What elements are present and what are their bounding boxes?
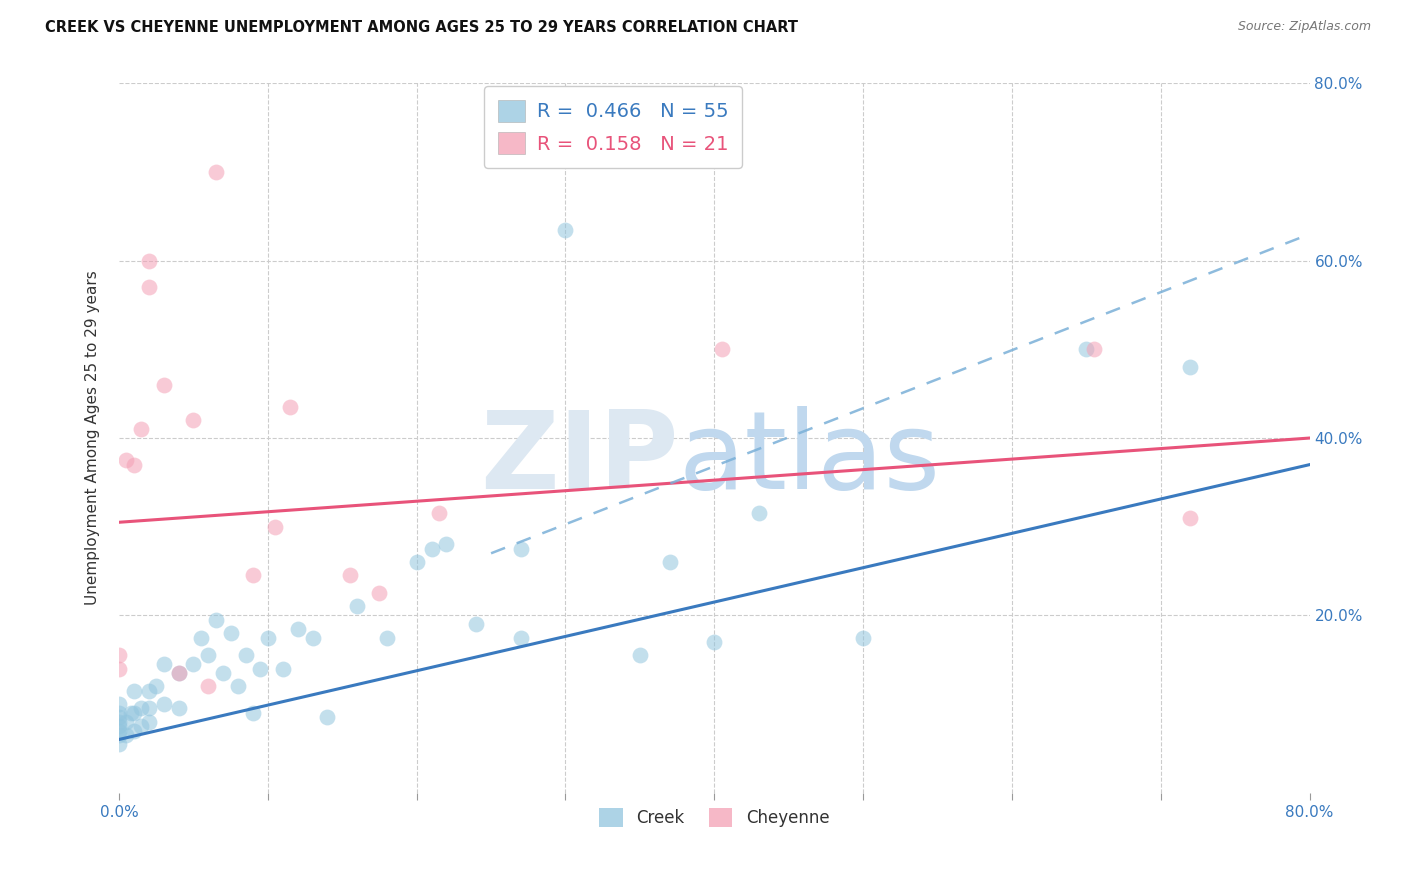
Point — [1076, 343, 1098, 357]
Point — [316, 710, 339, 724]
Point — [122, 683, 145, 698]
Point — [509, 541, 531, 556]
Text: Source: ZipAtlas.com: Source: ZipAtlas.com — [1237, 20, 1371, 33]
Point — [138, 280, 160, 294]
Point — [278, 400, 301, 414]
Point — [375, 631, 398, 645]
Point — [226, 679, 249, 693]
Text: ZIP: ZIP — [479, 407, 679, 512]
Point — [108, 728, 131, 742]
Point — [271, 661, 294, 675]
Point — [108, 648, 131, 663]
Point — [554, 223, 576, 237]
Point — [183, 413, 205, 427]
Point — [1180, 360, 1202, 375]
Point — [219, 626, 242, 640]
Point — [108, 697, 131, 711]
Point — [167, 665, 190, 680]
Text: CREEK VS CHEYENNE UNEMPLOYMENT AMONG AGES 25 TO 29 YEARS CORRELATION CHART: CREEK VS CHEYENNE UNEMPLOYMENT AMONG AGE… — [45, 20, 799, 35]
Point — [264, 519, 287, 533]
Point — [242, 568, 264, 582]
Point — [115, 714, 138, 729]
Point — [1180, 511, 1202, 525]
Point — [108, 719, 131, 733]
Y-axis label: Unemployment Among Ages 25 to 29 years: Unemployment Among Ages 25 to 29 years — [86, 270, 100, 606]
Point — [115, 453, 138, 467]
Point — [138, 701, 160, 715]
Point — [197, 648, 219, 663]
Point — [242, 706, 264, 720]
Point — [368, 586, 391, 600]
Point — [138, 253, 160, 268]
Point — [405, 555, 427, 569]
Point — [852, 631, 875, 645]
Point — [108, 661, 131, 675]
Point — [190, 631, 212, 645]
Point — [138, 683, 160, 698]
Point — [145, 679, 167, 693]
Point — [152, 657, 174, 672]
Point — [138, 714, 160, 729]
Point — [235, 648, 257, 663]
Point — [346, 599, 368, 614]
Point — [122, 706, 145, 720]
Point — [108, 714, 131, 729]
Point — [509, 631, 531, 645]
Point — [748, 507, 770, 521]
Point — [108, 737, 131, 751]
Point — [301, 631, 323, 645]
Point — [204, 613, 226, 627]
Legend: Creek, Cheyenne: Creek, Cheyenne — [592, 801, 837, 834]
Point — [122, 458, 145, 472]
Point — [131, 719, 153, 733]
Point — [249, 661, 271, 675]
Point — [212, 665, 235, 680]
Point — [120, 706, 142, 720]
Point — [710, 343, 733, 357]
Point — [436, 537, 458, 551]
Point — [167, 665, 190, 680]
Point — [427, 507, 450, 521]
Point — [108, 706, 131, 720]
Point — [152, 697, 174, 711]
Point — [131, 701, 153, 715]
Point — [257, 631, 280, 645]
Point — [658, 555, 681, 569]
Point — [204, 165, 226, 179]
Point — [183, 657, 205, 672]
Text: atlas: atlas — [679, 407, 941, 512]
Point — [628, 648, 651, 663]
Point — [167, 701, 190, 715]
Point — [420, 541, 443, 556]
Point — [703, 635, 725, 649]
Point — [1083, 343, 1105, 357]
Point — [131, 422, 153, 436]
Point — [465, 617, 488, 632]
Point — [197, 679, 219, 693]
Point — [115, 728, 138, 742]
Point — [287, 622, 309, 636]
Point — [152, 377, 174, 392]
Point — [122, 723, 145, 738]
Point — [108, 723, 131, 738]
Point — [339, 568, 361, 582]
Point — [108, 710, 131, 724]
